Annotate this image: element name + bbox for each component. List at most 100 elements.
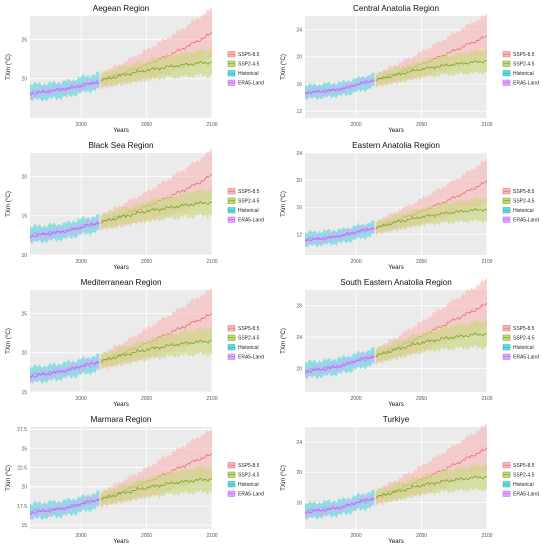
- y-tick-label: 12: [296, 232, 302, 238]
- legend-label: SSP2-4.5: [513, 473, 535, 479]
- legend-label: SSP5-8.5: [513, 326, 535, 332]
- uncertainty-band: [30, 77, 100, 101]
- y-tick-label: 16: [296, 82, 302, 88]
- legend-label: Historical: [238, 345, 259, 351]
- x-tick-label: 2050: [141, 122, 152, 128]
- uncertainty-band: [100, 188, 212, 231]
- chart-svg: Black Sea Region 10 15 20 2000 2050 2100 TXm (°…: [5, 141, 264, 271]
- legend-label: Historical: [513, 345, 534, 351]
- x-tick-label: 2000: [351, 533, 362, 539]
- series-line: [29, 361, 100, 379]
- legend-label: SSP2-4.5: [513, 199, 535, 205]
- chart-panel: Eastern Anatolia Region 12 16 20 24 2000 2050 2…: [275, 137, 550, 274]
- legend-label: ERA5-Land: [513, 355, 539, 361]
- uncertainty-band: [30, 217, 100, 243]
- legend-label: SSP5-8.5: [238, 326, 260, 332]
- y-tick-label: 20: [296, 178, 302, 184]
- x-tick-label: 2050: [416, 533, 427, 539]
- x-tick-label: 2000: [351, 259, 362, 265]
- uncertainty-band: [375, 48, 487, 88]
- series-line: [375, 60, 488, 82]
- series-line: [29, 81, 100, 96]
- chart-svg: Turkiye 16 20 24 2000 2050 2100 TXm (°C) Years SS…: [280, 415, 539, 545]
- chart-title: Aegean Region: [93, 4, 150, 13]
- uncertainty-band: [100, 465, 212, 508]
- y-tick-label: 17.5: [17, 504, 27, 510]
- chart-panel: Mediterranean Region 15 20 25 2000 2050 2100 TX…: [0, 274, 275, 411]
- chart-svg: Central Anatolia Region 12 16 20 24 2000 2050 2…: [280, 4, 539, 134]
- chart-svg: Eastern Anatolia Region 12 16 20 24 2000 2050 2…: [280, 141, 539, 271]
- y-axis-label: TXm (°C): [280, 465, 287, 491]
- chart-title: Mediterranean Region: [80, 278, 161, 287]
- y-tick-label: 20: [296, 55, 302, 61]
- chart-panel: Central Anatolia Region 12 16 20 24 2000 2050 2…: [275, 0, 550, 137]
- legend-label: SSP5-8.5: [513, 52, 535, 58]
- legend-label: Historical: [238, 71, 259, 77]
- y-axis-label: TXm (°C): [280, 191, 287, 217]
- series-line: [375, 475, 488, 499]
- series-line: [304, 355, 375, 374]
- legend-label: ERA5-Land: [513, 492, 539, 498]
- uncertainty-band: [375, 319, 487, 365]
- uncertainty-band: [305, 351, 375, 379]
- chart-panel: Turkiye 16 20 24 2000 2050 2100 TXm (°C) Years SS…: [275, 411, 550, 548]
- y-axis-label: TXm (°C): [5, 328, 12, 354]
- y-tick-label: 20: [296, 366, 302, 372]
- x-axis-label: Years: [388, 538, 404, 545]
- x-tick-label: 2050: [416, 259, 427, 265]
- legend-label: Historical: [513, 208, 534, 214]
- uncertainty-band: [305, 493, 375, 519]
- chart-panel: Aegean Region 20 25 2000 2050 2100 TXm (°C) Yea…: [0, 0, 275, 137]
- x-tick-label: 2050: [416, 122, 427, 128]
- chart-title: Black Sea Region: [88, 141, 154, 150]
- y-tick-label: 16: [296, 500, 302, 506]
- uncertainty-band: [30, 356, 100, 383]
- series-line: [29, 221, 100, 239]
- y-tick-label: 24: [296, 151, 302, 157]
- series-line: [304, 497, 375, 515]
- legend-label: ERA5-Land: [238, 81, 264, 87]
- uncertainty-band: [375, 196, 487, 236]
- series-line: [375, 208, 488, 230]
- y-axis-label: TXm (°C): [5, 465, 12, 491]
- uncertainty-band: [100, 326, 212, 371]
- y-axis-label: TXm (°C): [280, 54, 287, 80]
- x-axis-label: Years: [388, 401, 404, 408]
- series-line: [100, 201, 213, 224]
- legend-label: Historical: [238, 208, 259, 214]
- x-axis-label: Years: [113, 538, 129, 545]
- y-tick-label: 15: [21, 523, 27, 529]
- legend-label: SSP5-8.5: [238, 52, 260, 58]
- legend-label: ERA5-Land: [238, 355, 264, 361]
- x-tick-label: 2050: [141, 259, 152, 265]
- x-tick-label: 2000: [76, 259, 87, 265]
- x-tick-label: 2100: [481, 259, 492, 265]
- y-tick-label: 15: [21, 390, 27, 396]
- x-tick-label: 2050: [416, 396, 427, 402]
- x-tick-label: 2000: [351, 396, 362, 402]
- chart-title: Turkiye: [383, 415, 410, 424]
- y-tick-label: 22.5: [17, 465, 27, 471]
- y-tick-label: 20: [21, 351, 27, 357]
- y-tick-label: 12: [296, 109, 302, 115]
- legend-label: SSP2-4.5: [238, 473, 260, 479]
- series-line: [304, 227, 375, 243]
- chart-panel: Marmara Region 15 17.5 20 22.5 25 27.5 2000 2050…: [0, 411, 275, 548]
- chart-svg: Marmara Region 15 17.5 20 22.5 25 27.5 2000 2050…: [5, 415, 264, 545]
- legend-label: Historical: [513, 71, 534, 77]
- x-axis-label: Years: [388, 127, 404, 134]
- y-tick-label: 10: [21, 253, 27, 259]
- legend-label: ERA5-Land: [238, 492, 264, 498]
- series-line: [100, 477, 213, 501]
- y-tick-label: 20: [21, 174, 27, 180]
- chart-panel: Black Sea Region 10 15 20 2000 2050 2100 TXm (°…: [0, 137, 275, 274]
- legend-label: Historical: [238, 482, 259, 488]
- y-tick-label: 24: [296, 440, 302, 446]
- y-tick-label: 16: [296, 205, 302, 211]
- y-axis-label: TXm (°C): [5, 54, 12, 80]
- legend-label: SSP2-4.5: [238, 199, 260, 205]
- y-tick-label: 15: [21, 214, 27, 220]
- chart-panel: South Eastern Anatolia Region 20 24 28 2000 2…: [275, 274, 550, 411]
- y-tick-label: 24: [296, 27, 302, 33]
